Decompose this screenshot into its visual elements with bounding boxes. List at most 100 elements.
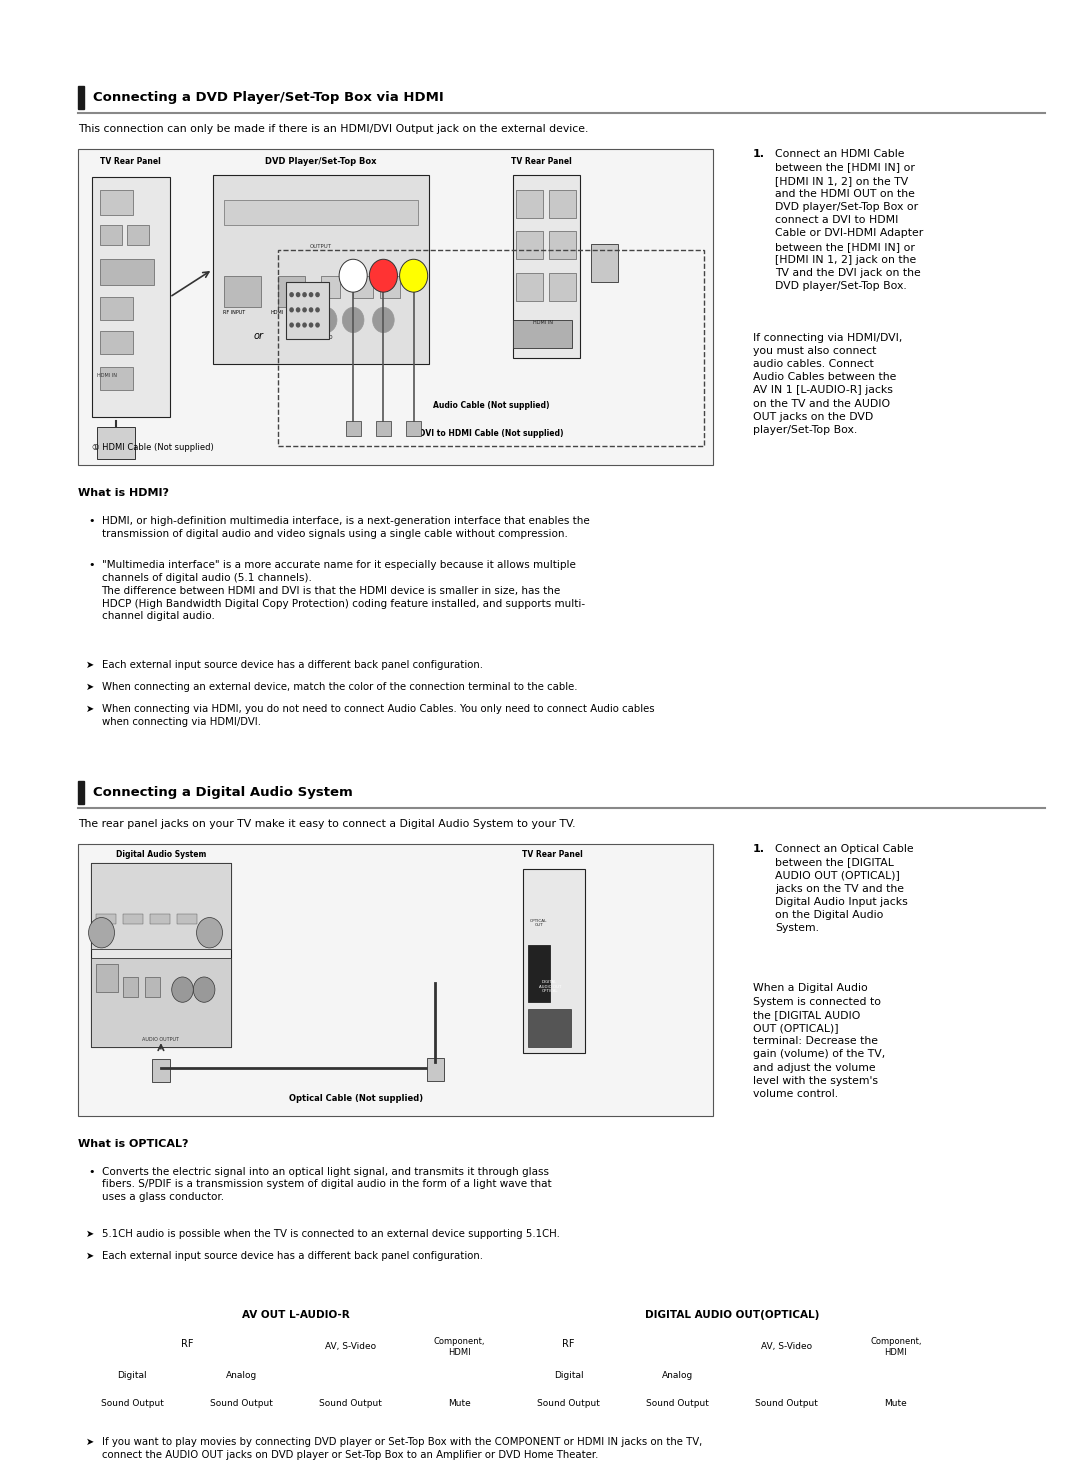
Text: When connecting via HDMI, you do not need to connect Audio Cables. You only need: When connecting via HDMI, you do not nee… bbox=[102, 704, 654, 727]
Text: HDMI IN: HDMI IN bbox=[534, 319, 553, 325]
Bar bbox=[213, 174, 429, 364]
Text: Analog: Analog bbox=[226, 1372, 257, 1380]
Circle shape bbox=[289, 307, 294, 312]
Text: What is OPTICAL?: What is OPTICAL? bbox=[78, 1140, 188, 1148]
Bar bbox=[516, 232, 543, 259]
Text: HDMI, or high-definition multimedia interface, is a next-generation interface th: HDMI, or high-definition multimedia inte… bbox=[102, 516, 590, 539]
Text: Connect an Optical Cable
between the [DIGITAL
AUDIO OUT (OPTICAL)]
jacks on the : Connect an Optical Cable between the [DI… bbox=[775, 844, 914, 934]
Text: DIGITAL AUDIO OUT(OPTICAL): DIGITAL AUDIO OUT(OPTICAL) bbox=[645, 1311, 820, 1320]
Text: If you want to play movies by connecting DVD player or Set-Top Box with the COMP: If you want to play movies by connecting… bbox=[102, 1437, 702, 1459]
Circle shape bbox=[316, 293, 320, 297]
Bar bbox=[97, 427, 135, 460]
Circle shape bbox=[315, 307, 337, 333]
Text: Mute: Mute bbox=[885, 1400, 907, 1409]
Bar bbox=[427, 1058, 444, 1080]
Circle shape bbox=[89, 918, 114, 947]
Text: ➤: ➤ bbox=[86, 1252, 95, 1261]
Bar bbox=[78, 1299, 950, 1332]
Text: 5.1CH audio is possible when the TV is connected to an external device supportin: 5.1CH audio is possible when the TV is c… bbox=[102, 1230, 559, 1239]
Text: Sound Output: Sound Output bbox=[537, 1400, 600, 1409]
Text: ➤: ➤ bbox=[86, 1230, 95, 1239]
Bar bbox=[286, 282, 329, 338]
Circle shape bbox=[316, 307, 320, 312]
Bar bbox=[278, 276, 305, 307]
Text: The rear panel jacks on your TV make it easy to connect a Digital Audio System t: The rear panel jacks on your TV make it … bbox=[78, 819, 576, 829]
Bar bbox=[78, 1299, 950, 1417]
Bar bbox=[100, 367, 133, 390]
Text: Sound Output: Sound Output bbox=[755, 1400, 819, 1409]
Bar bbox=[91, 863, 231, 1046]
Text: RF: RF bbox=[180, 1339, 193, 1349]
Text: "Multimedia interface" is a more accurate name for it especially because it allo: "Multimedia interface" is a more accurat… bbox=[102, 560, 584, 621]
Text: 1.: 1. bbox=[753, 844, 765, 854]
Bar bbox=[513, 319, 572, 347]
Circle shape bbox=[310, 307, 313, 312]
Bar bbox=[91, 958, 231, 1046]
Bar bbox=[91, 863, 231, 949]
Text: Component,
HDMI: Component, HDMI bbox=[870, 1338, 921, 1357]
Text: DIGITAL
AUDIO OUT
OPTICAL: DIGITAL AUDIO OUT OPTICAL bbox=[539, 980, 561, 993]
Bar bbox=[78, 780, 84, 804]
Text: OPTICAL
OUT: OPTICAL OUT bbox=[530, 919, 548, 927]
Bar bbox=[549, 273, 576, 302]
Bar bbox=[100, 225, 122, 245]
Text: This connection can only be made if there is an HDMI/DVI Output jack on the exte: This connection can only be made if ther… bbox=[78, 124, 589, 134]
Bar bbox=[100, 259, 154, 285]
Bar bbox=[380, 276, 400, 299]
Circle shape bbox=[400, 259, 428, 293]
Circle shape bbox=[316, 324, 320, 327]
Circle shape bbox=[310, 324, 313, 327]
Circle shape bbox=[296, 324, 300, 327]
Text: ➤: ➤ bbox=[86, 659, 95, 670]
Bar bbox=[549, 232, 576, 259]
Bar bbox=[92, 177, 170, 417]
Bar bbox=[96, 964, 118, 992]
Bar bbox=[100, 189, 133, 214]
Bar bbox=[123, 977, 138, 998]
Text: ➤: ➤ bbox=[86, 681, 95, 692]
Text: Sound Output: Sound Output bbox=[319, 1400, 382, 1409]
Bar bbox=[127, 225, 149, 245]
Text: TV Rear Panel: TV Rear Panel bbox=[511, 158, 571, 167]
Text: Audio Cable (Not supplied): Audio Cable (Not supplied) bbox=[433, 402, 549, 411]
Circle shape bbox=[289, 293, 294, 297]
Bar bbox=[549, 189, 576, 217]
Bar bbox=[353, 276, 373, 299]
Text: Connecting a DVD Player/Set-Top Box via HDMI: Connecting a DVD Player/Set-Top Box via … bbox=[93, 90, 444, 103]
Text: AUDIO OUTPUT: AUDIO OUTPUT bbox=[143, 1038, 179, 1042]
Bar bbox=[346, 421, 361, 436]
Text: HDMI IN: HDMI IN bbox=[97, 372, 118, 378]
Text: or: or bbox=[253, 331, 264, 340]
Circle shape bbox=[193, 977, 215, 1002]
Text: DVD Player/Set-Top Box: DVD Player/Set-Top Box bbox=[265, 158, 377, 167]
Text: Digital: Digital bbox=[554, 1372, 583, 1380]
Text: Connect an HDMI Cable
between the [HDMI IN] or
[HDMI IN 1, 2] on the TV
and the : Connect an HDMI Cable between the [HDMI … bbox=[775, 149, 923, 291]
Bar bbox=[321, 276, 340, 299]
Text: ① HDMI Cable (Not supplied): ① HDMI Cable (Not supplied) bbox=[92, 443, 214, 452]
Circle shape bbox=[310, 293, 313, 297]
Text: •: • bbox=[89, 1166, 95, 1176]
Text: OUTPUT: OUTPUT bbox=[310, 244, 332, 248]
Bar bbox=[224, 276, 261, 307]
Text: •: • bbox=[89, 560, 95, 571]
Text: When connecting an external device, match the color of the connection terminal t: When connecting an external device, matc… bbox=[102, 681, 577, 692]
Text: ➤: ➤ bbox=[86, 1437, 95, 1447]
Circle shape bbox=[303, 324, 307, 327]
Text: Mute: Mute bbox=[448, 1400, 471, 1409]
Text: DVI to HDMI Cable (Not supplied): DVI to HDMI Cable (Not supplied) bbox=[419, 429, 563, 439]
Text: Sound Output: Sound Output bbox=[646, 1400, 710, 1409]
Bar bbox=[224, 200, 418, 225]
Text: ➤: ➤ bbox=[86, 704, 95, 714]
Text: Digital Audio System: Digital Audio System bbox=[116, 850, 206, 859]
Bar bbox=[96, 913, 116, 924]
Text: Converts the electric signal into an optical light signal, and transmits it thro: Converts the electric signal into an opt… bbox=[102, 1166, 551, 1202]
Bar bbox=[278, 250, 704, 446]
Text: Sound Output: Sound Output bbox=[210, 1400, 273, 1409]
Text: Connecting a Digital Audio System: Connecting a Digital Audio System bbox=[93, 786, 353, 798]
Bar bbox=[78, 86, 84, 109]
Text: RF INPUT: RF INPUT bbox=[224, 310, 245, 315]
Circle shape bbox=[303, 307, 307, 312]
Text: HDMI: HDMI bbox=[271, 310, 284, 315]
Bar bbox=[150, 913, 170, 924]
Bar bbox=[145, 977, 160, 998]
